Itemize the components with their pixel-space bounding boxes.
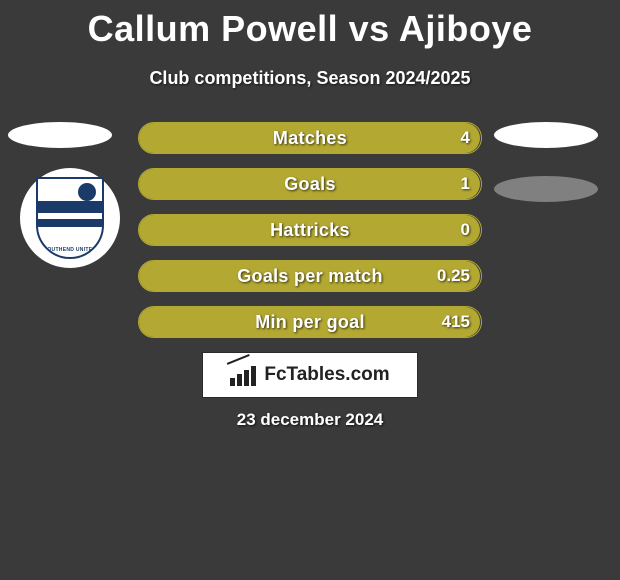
bar-label: Matches	[138, 122, 482, 154]
bar-label: Min per goal	[138, 306, 482, 338]
right-badge-ellipse-1	[494, 122, 598, 148]
stat-row: Min per goal 415	[138, 306, 482, 338]
brand-text: FcTables.com	[264, 364, 389, 386]
bar-chart-icon	[230, 364, 258, 386]
stat-bars: Matches 4 Goals 1 Hattricks 0 Goals per …	[138, 122, 482, 352]
stat-row: Hattricks 0	[138, 214, 482, 246]
right-badge-ellipse-2	[494, 176, 598, 202]
stat-row: Matches 4	[138, 122, 482, 154]
stat-row: Goals 1	[138, 168, 482, 200]
bar-label: Hattricks	[138, 214, 482, 246]
page-title: Callum Powell vs Ajiboye	[0, 0, 620, 50]
bar-value: 4	[461, 122, 470, 154]
brand-logo-box: FcTables.com	[202, 352, 418, 398]
bar-label: Goals	[138, 168, 482, 200]
bar-value: 1	[461, 168, 470, 200]
footer-date: 23 december 2024	[0, 410, 620, 430]
crest-text: SOUTHEND UNITED	[38, 247, 102, 253]
bar-value: 0.25	[437, 260, 470, 292]
bar-label: Goals per match	[138, 260, 482, 292]
left-club-crest: SOUTHEND UNITED	[20, 168, 120, 268]
bar-value: 415	[442, 306, 470, 338]
bar-value: 0	[461, 214, 470, 246]
page-subtitle: Club competitions, Season 2024/2025	[0, 68, 620, 89]
stat-row: Goals per match 0.25	[138, 260, 482, 292]
left-badge-ellipse	[8, 122, 112, 148]
